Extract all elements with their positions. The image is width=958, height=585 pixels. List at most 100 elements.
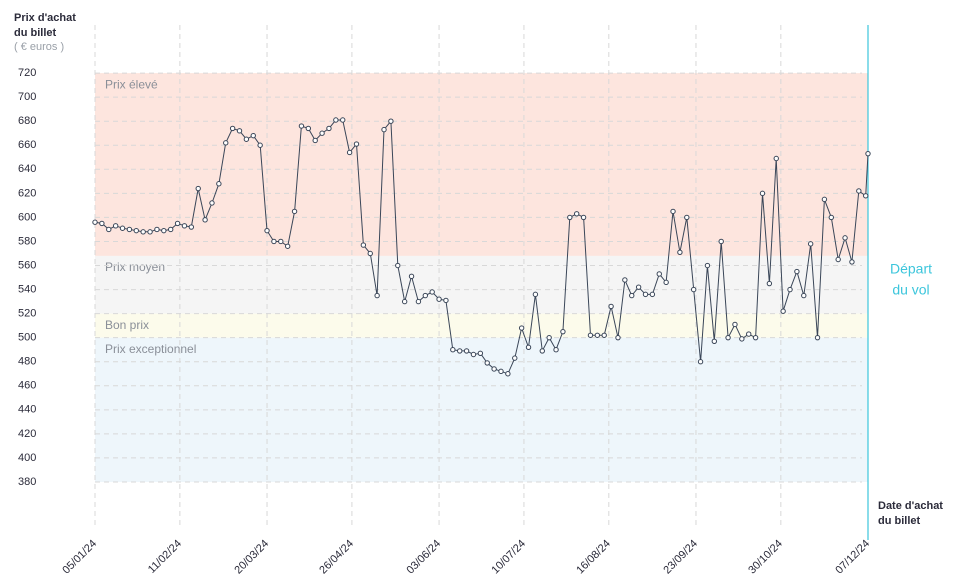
x-tick-label: 10/07/24	[489, 538, 528, 577]
price-point	[99, 220, 105, 227]
price-point	[759, 190, 766, 197]
price-point	[512, 355, 518, 361]
price-point	[305, 125, 312, 132]
y-tick-label: 640	[18, 163, 36, 175]
price-point	[429, 289, 435, 295]
y-tick-label: 500	[18, 332, 36, 344]
y-tick-label: 580	[18, 235, 36, 247]
y-tick-label: 420	[18, 428, 36, 440]
price-point	[92, 219, 98, 225]
price-point	[154, 226, 160, 233]
price-point	[312, 137, 318, 144]
price-point	[856, 188, 862, 194]
price-point	[670, 208, 676, 215]
price-point	[298, 123, 305, 129]
price-point	[271, 238, 277, 245]
price-point	[477, 350, 484, 357]
x-tick-label: 16/08/24	[574, 538, 613, 577]
price-point	[223, 140, 229, 146]
y-tick-label: 440	[18, 404, 36, 416]
band-label: Prix élevé	[105, 77, 158, 91]
price-point	[684, 214, 690, 221]
price-point	[752, 334, 759, 341]
y-tick-label: 560	[18, 259, 36, 271]
price-point	[470, 351, 477, 358]
price-point	[291, 208, 298, 215]
price-point	[649, 291, 656, 298]
departure-label: Départ	[890, 261, 932, 277]
y-subtitle: ( € euros )	[14, 41, 64, 53]
price-point	[704, 262, 711, 269]
price-point	[360, 242, 367, 248]
price-point	[346, 149, 353, 156]
price-point	[202, 217, 208, 223]
price-point	[374, 292, 380, 299]
y-tick-label: 380	[18, 476, 36, 488]
price-point	[849, 259, 855, 265]
price-point	[415, 298, 422, 305]
price-point	[140, 229, 146, 235]
price-point	[525, 344, 532, 350]
x-tick-label: 05/01/24	[60, 538, 99, 577]
price-point	[278, 238, 284, 245]
price-point	[587, 332, 594, 338]
price-point	[147, 229, 153, 235]
price-point	[450, 347, 456, 353]
price-point	[821, 196, 828, 203]
y-tick-label: 600	[18, 211, 36, 223]
price-point	[498, 368, 504, 375]
x-tick-label: 20/03/24	[232, 538, 271, 577]
price-point	[863, 193, 869, 199]
price-point	[801, 292, 807, 299]
price-point	[732, 321, 738, 328]
price-point	[677, 249, 683, 255]
y-tick-label: 720	[18, 67, 36, 79]
departure-label: du vol	[892, 282, 929, 298]
x-tick-label: 30/10/24	[746, 538, 785, 577]
price-point	[126, 226, 133, 233]
price-point	[422, 292, 429, 299]
y-tick-label: 660	[18, 139, 36, 151]
price-point	[174, 220, 181, 227]
price-point	[106, 226, 112, 233]
price-point	[284, 243, 291, 249]
price-point	[133, 227, 139, 234]
price-point	[167, 226, 174, 233]
price-point	[463, 348, 470, 354]
price-point	[573, 211, 580, 217]
price-point	[622, 277, 628, 283]
price-point	[828, 214, 834, 221]
price-point	[780, 308, 786, 314]
price-point	[119, 225, 126, 231]
x-tick-label: 11/02/24	[146, 538, 184, 576]
price-point	[629, 292, 635, 299]
price-point	[333, 117, 339, 123]
price-point	[250, 132, 256, 139]
price-point	[865, 150, 871, 157]
price-point	[436, 296, 442, 302]
price-point	[443, 297, 449, 304]
y-tick-label: 620	[18, 187, 36, 199]
x-title: Date d'achat	[878, 500, 943, 512]
price-point	[353, 141, 360, 147]
band-label: Prix exceptionnel	[105, 342, 196, 356]
price-point	[746, 331, 752, 337]
x-tick-label: 07/12/24	[833, 538, 872, 577]
price-point	[532, 291, 539, 298]
price-point	[711, 338, 718, 344]
price-point	[594, 332, 601, 338]
price-band	[95, 73, 868, 256]
x-tick-label: 03/06/24	[404, 538, 443, 577]
price-point	[401, 298, 408, 305]
price-point	[773, 155, 779, 162]
y-tick-label: 520	[18, 308, 36, 320]
price-point	[553, 347, 559, 353]
price-point	[690, 286, 697, 293]
x-tick-label: 26/04/24	[317, 538, 356, 577]
price-point	[567, 214, 573, 221]
price-point	[505, 371, 511, 377]
price-point	[656, 271, 662, 277]
y-tick-label: 480	[18, 356, 36, 368]
x-title: du billet	[878, 515, 921, 527]
price-point	[209, 200, 215, 206]
